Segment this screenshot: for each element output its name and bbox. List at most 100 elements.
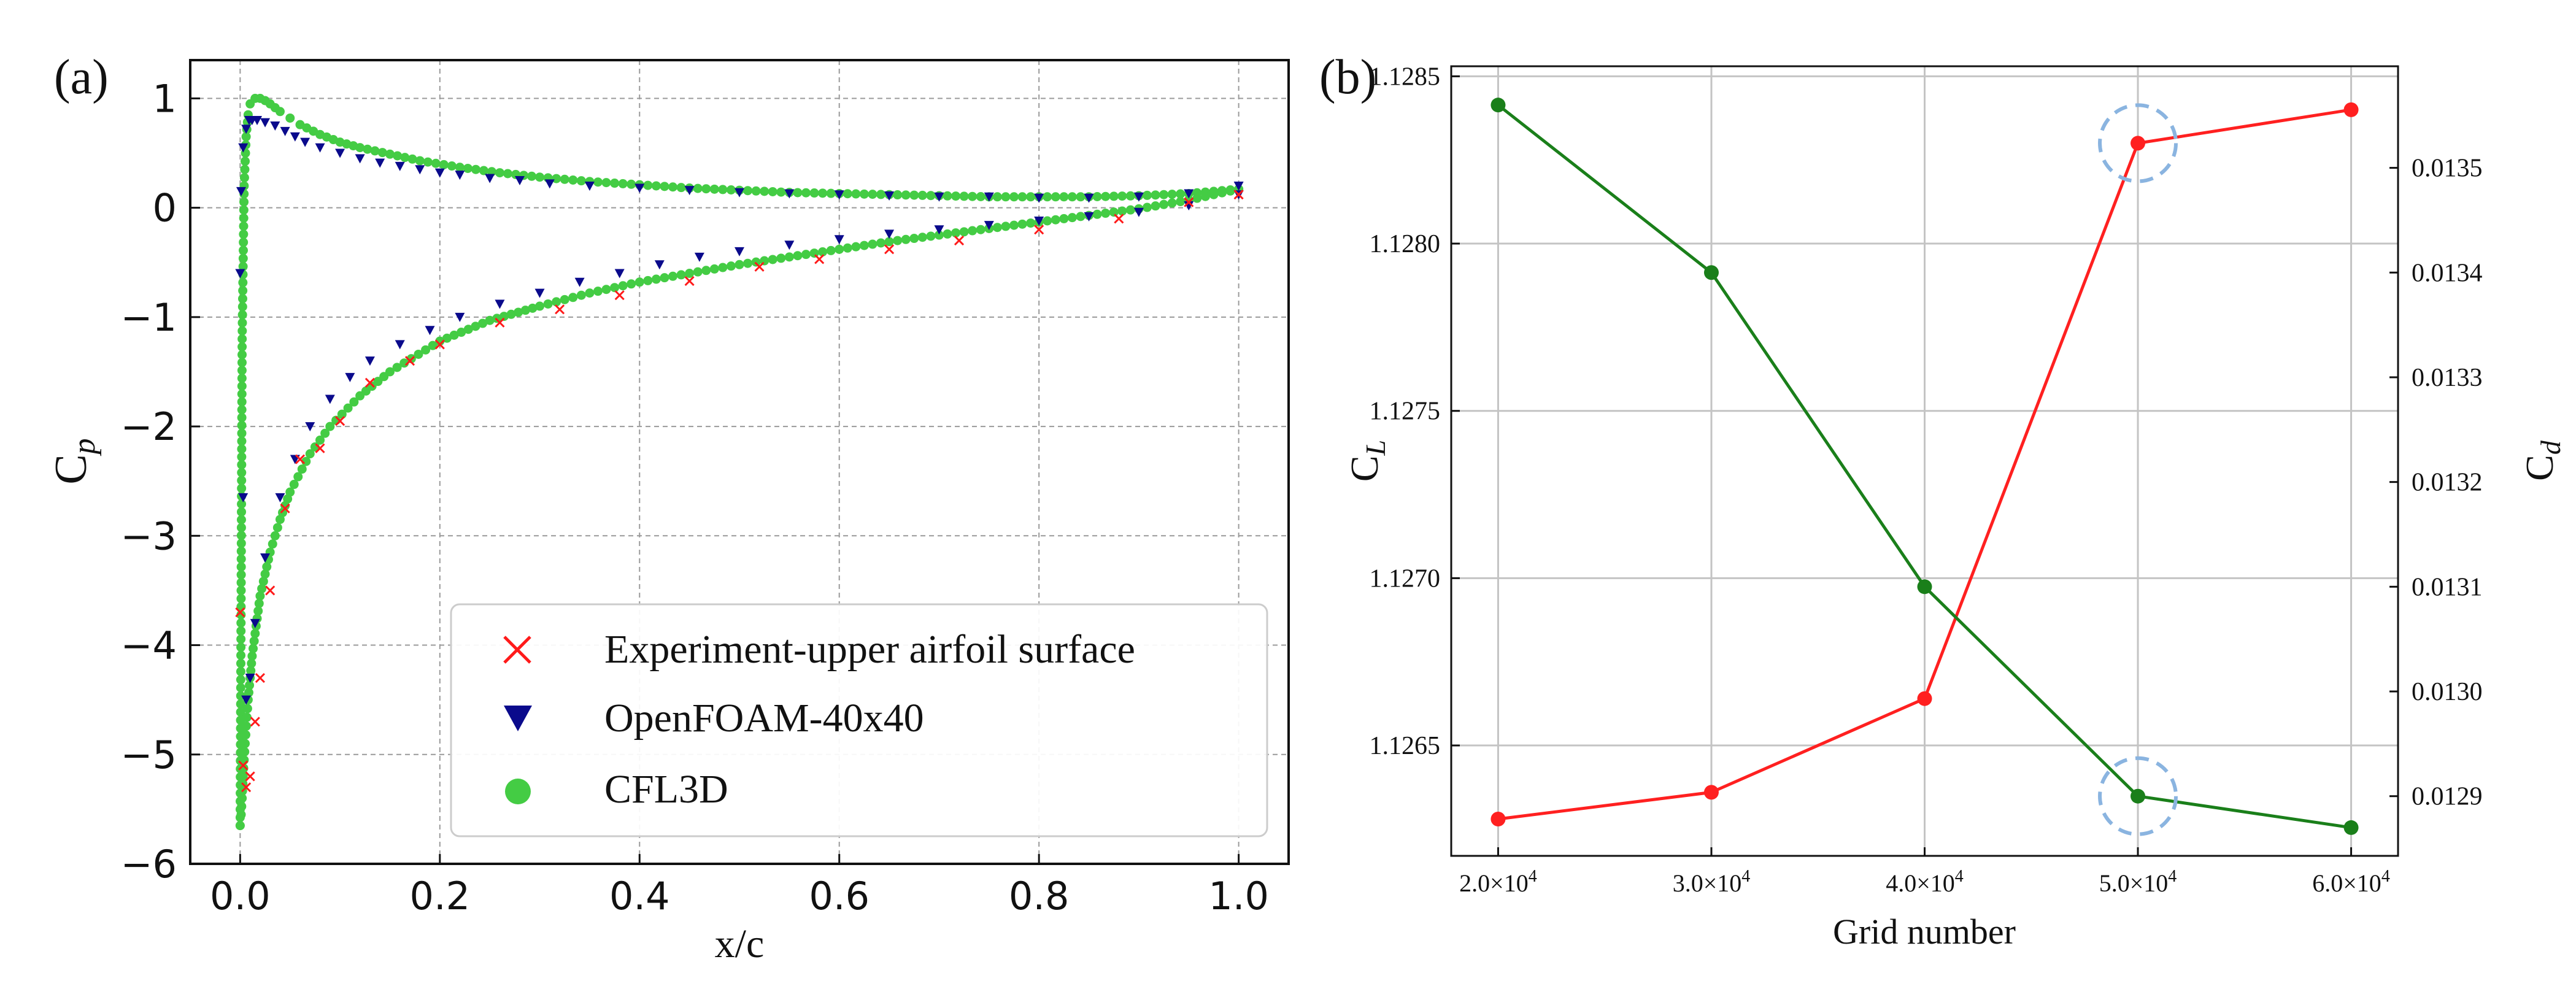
panel-a-y-tick-label: 1 bbox=[153, 76, 177, 121]
cfl3d-lower-point bbox=[585, 288, 595, 298]
cfl3d-upper-point bbox=[275, 107, 285, 117]
cfl3d-lower-point bbox=[843, 243, 852, 253]
cfl3d-lower-point bbox=[242, 712, 252, 722]
cfl3d-lower-point bbox=[851, 242, 861, 252]
cfl3d-upper-point bbox=[693, 183, 703, 193]
cfl3d-lower-point bbox=[414, 349, 423, 359]
cfl3d-upper-point bbox=[768, 187, 777, 196]
cfl3d-lower-point bbox=[934, 230, 944, 240]
cfl3d-upper-point bbox=[471, 164, 480, 174]
experiment-point bbox=[1184, 197, 1194, 207]
cfl3d-upper-point bbox=[439, 160, 449, 169]
cfl3d-upper-point bbox=[236, 675, 245, 685]
openfoam-point bbox=[245, 674, 255, 683]
panel-b-right-y-label-sub: d bbox=[2535, 440, 2566, 455]
cfl3d-upper-point bbox=[237, 420, 247, 430]
cfl3d-lower-point bbox=[1009, 220, 1019, 230]
cfl3d-upper-point bbox=[238, 286, 248, 296]
panel-b-grid bbox=[1451, 66, 2398, 856]
cfl3d-upper-point bbox=[236, 562, 246, 572]
cfl3d-lower-point bbox=[239, 763, 249, 773]
cfl3d-lower-point bbox=[835, 244, 844, 254]
cfl3d-lower-point bbox=[643, 275, 653, 285]
panel-a-x-tick-label: 0.0 bbox=[210, 874, 271, 918]
openfoam-point bbox=[614, 269, 625, 279]
cfl3d-upper-point bbox=[370, 146, 380, 156]
legend-label-cfl3d: CFL3D bbox=[604, 767, 728, 812]
openfoam-point bbox=[574, 277, 585, 287]
cfl3d-lower-point bbox=[392, 363, 402, 372]
cfl3d-lower-point bbox=[297, 464, 307, 474]
panel-b-right-tick-label: 0.0135 bbox=[2412, 155, 2483, 183]
cfl3d-lower-point bbox=[784, 252, 794, 262]
legend-marker-experiment bbox=[503, 636, 531, 664]
openfoam-point bbox=[1084, 193, 1094, 203]
panel-b-left-tick-label: 1.1270 bbox=[1370, 564, 1441, 593]
openfoam-point bbox=[884, 229, 895, 239]
cfl3d-upper-point bbox=[760, 187, 769, 196]
cfl3d-upper-point bbox=[1026, 192, 1036, 202]
openfoam-point bbox=[241, 695, 252, 705]
panel-b-ticks: 2.0×104 3.0×104 4.0×104 5.0×104 6.0×104 1.126… bbox=[1370, 63, 2483, 897]
cfl3d-lower-point bbox=[917, 233, 927, 242]
cfl3d-upper-point bbox=[809, 188, 819, 198]
cfl3d-lower-point bbox=[244, 688, 253, 698]
panel-a-legend: Experiment-upper airfoil surface OpenFOA… bbox=[450, 603, 1268, 837]
openfoam-point bbox=[534, 288, 545, 298]
cfl3d-upper-point bbox=[377, 148, 387, 158]
cfl3d-upper-point bbox=[1092, 191, 1102, 201]
panel-b-right-tick-label: 0.0133 bbox=[2412, 364, 2483, 392]
cfl3d-upper-point bbox=[851, 189, 861, 199]
cfl3d-lower-point bbox=[241, 721, 251, 731]
openfoam-point bbox=[784, 189, 795, 199]
cfl3d-lower-point bbox=[959, 227, 969, 237]
cfl3d-upper-point bbox=[1109, 191, 1119, 201]
cfl3d-lower-point bbox=[818, 247, 828, 256]
panel-b-right-y-label-main: C bbox=[2518, 455, 2561, 481]
cfl3d-upper-point bbox=[241, 132, 251, 142]
cfl3d-upper-point bbox=[238, 261, 248, 271]
cfl3d-upper-point bbox=[355, 143, 365, 153]
cfl3d-upper-point bbox=[237, 397, 247, 407]
openfoam-point bbox=[515, 176, 525, 186]
cfl3d-lower-point bbox=[660, 273, 669, 283]
cfl3d-upper-point bbox=[237, 452, 247, 462]
cfl3d-lower-point bbox=[293, 472, 303, 482]
cfl3d-lower-point bbox=[1209, 190, 1219, 199]
cfl3d-lower-point bbox=[826, 245, 836, 255]
cfl3d-lower-point bbox=[471, 321, 480, 331]
cfl3d-lower-point bbox=[576, 290, 586, 300]
cfl3d-upper-point bbox=[236, 546, 246, 556]
cfl3d-upper-point bbox=[236, 683, 245, 693]
cfl3d-upper-point bbox=[976, 191, 985, 201]
cfl3d-lower-point bbox=[241, 730, 250, 740]
cfl3d-upper-point bbox=[237, 294, 247, 304]
cfl3d-upper-point bbox=[237, 310, 247, 320]
cfl3d-upper-point bbox=[237, 358, 247, 368]
legend-label-experiment: Experiment-upper airfoil surface bbox=[604, 627, 1135, 672]
experiment-point bbox=[884, 244, 895, 255]
cfl3d-lower-point bbox=[254, 599, 264, 609]
cfl3d-upper-point bbox=[676, 183, 686, 193]
openfoam-point bbox=[238, 143, 249, 153]
cfl3d-upper-point bbox=[718, 185, 728, 194]
cfl3d-upper-point bbox=[1017, 192, 1027, 202]
openfoam-point bbox=[934, 225, 944, 235]
cfl3d-lower-point bbox=[976, 225, 985, 234]
cfl3d-lower-point bbox=[247, 658, 256, 668]
cfl3d-lower-point bbox=[240, 747, 250, 756]
cfl3d-lower-point bbox=[457, 328, 466, 337]
openfoam-point bbox=[654, 260, 665, 270]
cfl3d-lower-point bbox=[859, 241, 869, 250]
cfl3d-upper-point bbox=[618, 179, 628, 188]
openfoam-point bbox=[834, 235, 844, 245]
openfoam-point bbox=[415, 165, 425, 175]
cfl3d-upper-point bbox=[237, 413, 247, 423]
cfl3d-upper-point bbox=[726, 185, 736, 195]
cfl3d-lower-point bbox=[726, 261, 736, 271]
openfoam-point bbox=[984, 221, 994, 231]
cfl3d-upper-point bbox=[535, 172, 545, 182]
cfl3d-upper-point bbox=[943, 191, 952, 201]
panel-b-right-tick-label: 0.0130 bbox=[2412, 678, 2483, 706]
